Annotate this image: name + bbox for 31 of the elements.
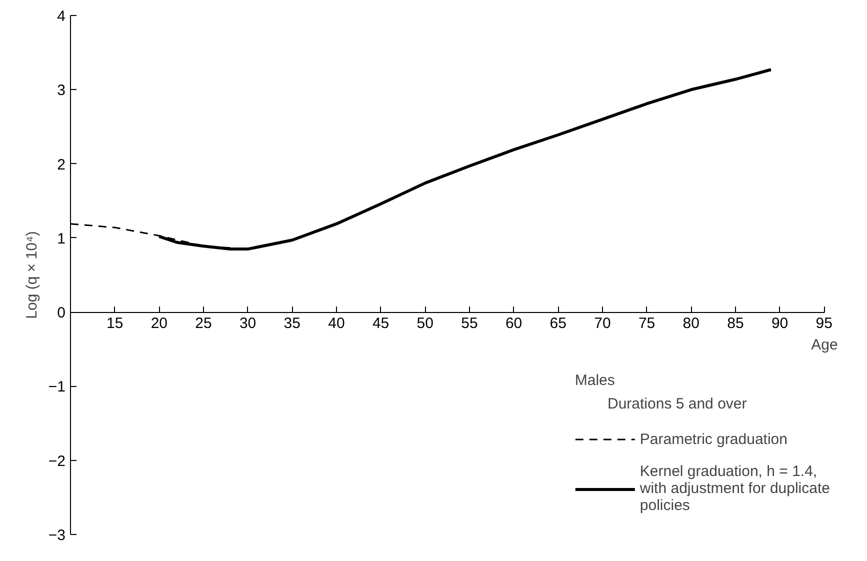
y-tick-label: −1 (48, 378, 66, 396)
y-tick-label: 4 (57, 8, 66, 25)
x-tick-label: 25 (195, 315, 212, 332)
annotation: Durations 5 and over (608, 396, 747, 412)
x-tick-label: 70 (594, 315, 611, 332)
x-tick-label: 65 (550, 315, 566, 332)
x-axis-title: Age (811, 336, 838, 354)
x-tick-label: 15 (106, 315, 124, 332)
legend-label: Parametric graduation (640, 430, 788, 448)
x-tick-label: 60 (505, 315, 522, 332)
x-tick-label: 75 (638, 315, 656, 332)
x-tick-label: 55 (461, 315, 478, 332)
x-tick-label: 85 (727, 315, 744, 332)
x-tick-label: 30 (239, 315, 256, 332)
y-tick-label: −3 (48, 527, 66, 544)
legend-label: Kernel graduation, h = 1.4, with adjustment for duplicate policies (640, 463, 830, 514)
x-tick-label: 35 (284, 315, 300, 332)
x-tick-label: 20 (150, 315, 168, 332)
x-tick-label: 50 (416, 315, 434, 332)
y-axis-title: Log (q × 10⁴) (23, 231, 40, 319)
x-tick-label: 40 (328, 315, 345, 332)
legend-title: Males (574, 372, 616, 389)
x-tick-label: 45 (372, 315, 390, 332)
y-tick-label: 3 (57, 82, 66, 100)
x-tick-label: 80 (682, 315, 700, 332)
x-tick-label: 90 (771, 315, 788, 332)
x-tick-label: 95 (816, 315, 832, 332)
y-tick-label: 0 (57, 304, 66, 322)
y-tick-label: −2 (48, 452, 66, 470)
y-tick-label: 1 (57, 230, 66, 248)
y-tick-label: 2 (57, 156, 66, 174)
